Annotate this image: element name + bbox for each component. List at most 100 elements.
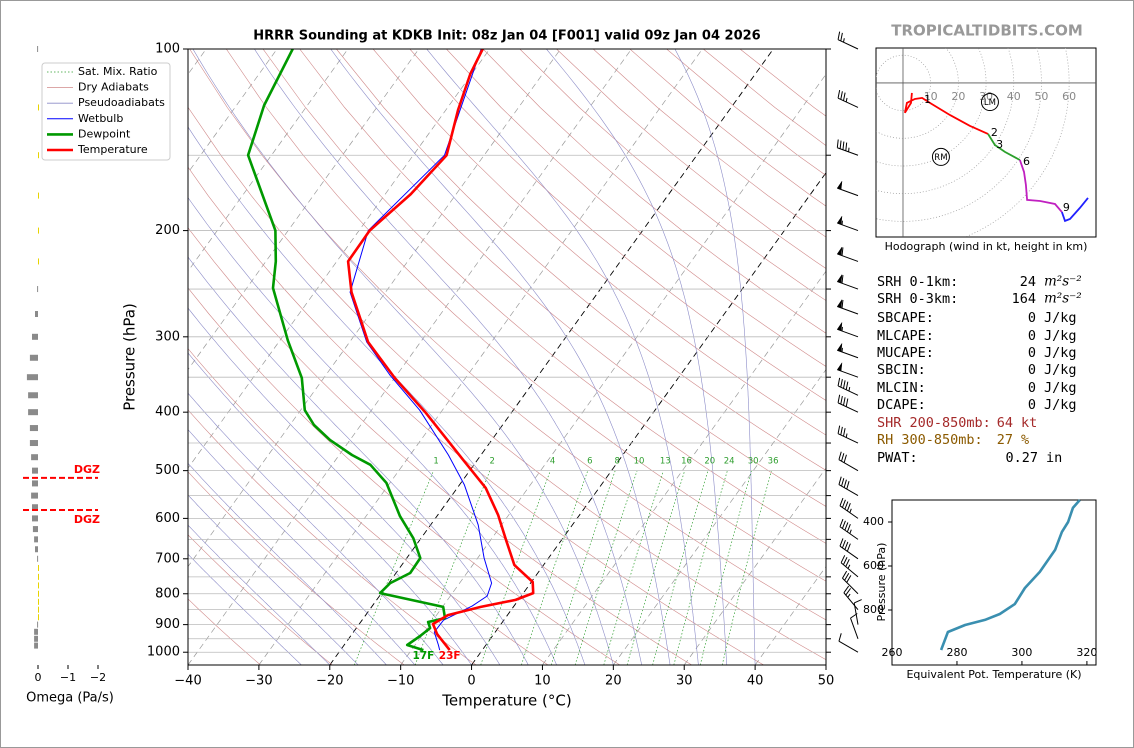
hodo-ring [876,54,932,111]
stat-unit: J/kg [1044,397,1077,413]
omega-bar [37,555,39,562]
mixing-ratio-label: 36 [768,456,779,466]
y-tick-label: 700 [155,551,180,566]
dry-adiabat [189,49,826,621]
barb-shaft [836,139,859,156]
thetae-y-label: Pressure (hPa) [875,543,888,622]
barb-shaft [838,451,859,472]
pseudoadiabat [330,49,671,665]
height-label: 3 [996,138,1003,151]
stat-value: 0 [1028,345,1036,361]
stat-label: SRH 0-1km: [877,274,958,290]
wind-barb [838,451,859,472]
wind-barb [839,538,859,560]
stat-value: 27 [997,432,1013,448]
barb-flag [836,274,843,284]
stat-value: 64 [997,415,1013,431]
stat-value: 0.27 [1005,450,1038,466]
wind-barb [836,246,859,262]
profile-line [349,49,493,651]
thetae-y-tick-label: 800 [863,603,884,616]
wind-barb [836,274,859,290]
profile-line [246,49,447,652]
isotherm [188,49,349,272]
barb-shaft [837,425,859,444]
wind-barb [837,425,859,444]
pseudoadiabat [188,494,359,665]
isotherm [400,73,826,665]
dry-adiabat [519,49,826,301]
surface-label: 23F [439,650,461,662]
omega-bar [38,192,39,199]
thetae-y-tick-label: 600 [863,559,884,572]
barb-shaft [839,518,859,540]
dry-adiabat [262,49,826,544]
wind-barb [836,322,859,338]
pseudoadiabat [188,197,557,665]
mixing-ratio-line [414,470,491,665]
x-axis-label: Temperature (°C) [441,692,571,710]
omega-bar [37,46,39,52]
stat-label: SBCIN: [877,362,926,378]
barb-flag [836,343,843,352]
omega-bar [38,564,39,571]
dry-adiabat [188,409,477,665]
pseudoadiabat [188,553,302,665]
barb-shaft [837,394,859,413]
omega-x-tick-label: −2 [90,671,106,684]
dry-adiabat [188,166,764,665]
thetae-x-tick-label: 300 [1011,646,1032,659]
hodo-ring-label: 20 [951,90,965,103]
stat-value: 24 [1020,274,1036,290]
plot-frame [187,48,827,666]
hodo-trace [904,92,989,135]
omega-bar [31,492,38,499]
stat-label: MLCIN: [877,380,926,396]
stat-unit: % [1021,432,1029,448]
hodograph-frame [875,47,1097,238]
y-tick-label: 800 [155,586,180,601]
omega-bar [34,628,38,635]
wind-barb [839,497,859,519]
hodograph-caption: Hodograph (wind in kt, height in km) [885,240,1088,253]
thetae-x-tick-label: 320 [1076,646,1097,659]
pseudoadiabat [546,49,728,665]
isotherm [188,49,632,665]
dry-adiabat [299,49,826,507]
barb-flag [836,246,843,256]
omega-bar [38,606,39,613]
chart-title: HRRR Sounding at KDKB Init: 08z Jan 04 [… [253,29,760,44]
wind-barb [836,299,859,315]
stat-unit: J/kg [1044,345,1077,361]
y-tick-label: 500 [155,463,180,478]
omega-bar [26,374,38,381]
y-tick-label: 900 [155,617,180,632]
storm-motion-marker [980,93,999,112]
barb-shaft [839,538,859,560]
storm-motion-marker [931,147,950,166]
stat-value: 0 [1028,362,1036,378]
wind-barb [837,394,859,413]
dry-adiabat [188,106,826,661]
stat-unit: J/kg [1044,310,1077,326]
stat-value: 0 [1028,397,1036,413]
omega-bar [29,440,38,447]
barb-shaft [838,633,859,653]
x-tick-label: 0 [467,674,475,689]
stat-label: PWAT: [877,450,918,466]
wind-barb [836,139,859,156]
isotherm [188,49,491,469]
x-tick-label: 30 [676,674,693,689]
barb-flag [836,362,843,372]
omega-bar [38,258,39,265]
mixing-ratio-label: 10 [634,456,645,466]
wind-barb [837,89,859,108]
stat-value: 0 [1028,380,1036,396]
storm-motion-label: RM [934,153,947,163]
mixing-ratio-line [521,470,589,665]
stat-value: 0 [1028,328,1036,344]
mixing-ratio-line [353,470,434,665]
mixing-ratio-line [550,470,616,665]
